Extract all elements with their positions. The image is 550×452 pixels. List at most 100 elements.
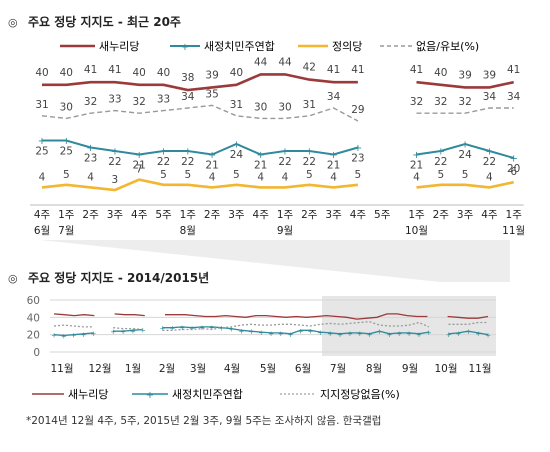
data-label-none: 34 — [507, 91, 521, 103]
data-point-npad: + — [337, 331, 343, 339]
x-tick-label: 8월 — [366, 363, 382, 375]
y-tick-label: 20 — [27, 330, 40, 342]
x-tick-label: 5주 — [374, 209, 391, 221]
x-tick-label: 3월 — [190, 363, 206, 375]
data-point-npad: + — [111, 147, 119, 158]
data-point-npad: + — [169, 325, 175, 333]
legend-label-saenuri: 새누리당 — [68, 388, 108, 401]
data-label-npad: 25 — [60, 146, 73, 158]
x-tick-label: 1주 — [408, 209, 425, 221]
data-label-saenuri: 40 — [60, 67, 73, 79]
legend-label-saenuri: 새누리당 — [99, 40, 139, 53]
data-label-justice: 5 — [355, 169, 362, 181]
x-tick-label: 3주 — [325, 209, 342, 221]
data-point-npad: + — [412, 150, 420, 161]
bottom-chart-title: 주요 정당 지지도 - 2014/2015년 — [28, 270, 209, 285]
x-tick-label: 1주 — [506, 209, 523, 221]
data-label-saenuri: 44 — [254, 56, 268, 68]
data-point-npad: + — [51, 332, 57, 340]
data-point-npad: + — [179, 324, 185, 332]
data-label-saenuri: 39 — [483, 69, 496, 81]
data-point-npad: + — [465, 328, 471, 336]
data-label-justice: 4 — [257, 171, 264, 183]
footnote: *2014년 12월 4주, 5주, 2015년 2월 3주, 9월 5주는 조… — [26, 414, 381, 427]
x-tick-label: 2주 — [301, 209, 318, 221]
data-point-npad: + — [120, 328, 126, 336]
legend-label-none: 없음/유보(%) — [416, 40, 479, 53]
series-line-saenuri — [114, 313, 145, 317]
data-point-npad: + — [268, 330, 274, 338]
x-tick-label: 12월 — [88, 363, 111, 375]
data-point-npad: + — [135, 150, 143, 161]
data-point-npad: + — [219, 325, 225, 333]
legend-label-npad: 새정치민주연합 — [172, 388, 243, 401]
data-label-justice: 4 — [209, 171, 216, 183]
data-label-none: 29 — [351, 104, 364, 116]
title-marker: ◎ — [8, 272, 18, 285]
data-label-justice: 4 — [486, 171, 493, 183]
data-label-none: 32 — [458, 96, 471, 108]
title-marker: ◎ — [8, 16, 18, 29]
data-point-npad: + — [81, 331, 87, 339]
series-line-npad — [42, 139, 359, 156]
data-point-npad: + — [238, 327, 244, 335]
data-point-npad: + — [426, 329, 432, 337]
x-month-label: 9월 — [277, 225, 293, 237]
data-label-justice: 7 — [136, 164, 143, 176]
data-point-npad: + — [130, 327, 136, 335]
series-line-npad — [448, 330, 489, 336]
data-point-npad: + — [305, 147, 313, 158]
data-point-npad: + — [386, 331, 392, 339]
data-label-justice: 4 — [87, 171, 94, 183]
x-tick-label: 2주 — [433, 209, 450, 221]
series-line-justice — [416, 180, 514, 189]
top-chart-title: 주요 정당 지지도 - 최근 20주 — [28, 14, 181, 29]
data-label-npad: 22 — [278, 156, 291, 168]
data-label-none: 31 — [303, 99, 316, 111]
legend-label-none: 지지정당없음(%) — [320, 388, 400, 401]
data-point-npad: + — [437, 147, 445, 158]
x-tick-label: 4주 — [131, 209, 148, 221]
series-line-npad — [162, 326, 429, 335]
data-label-justice: 5 — [160, 169, 167, 181]
series-line-npad — [416, 142, 514, 159]
data-label-npad: 21 — [254, 160, 267, 172]
data-point-npad: + — [232, 140, 240, 151]
data-point-npad: + — [367, 331, 373, 339]
data-label-npad: 24 — [458, 149, 472, 161]
data-point-npad: + — [209, 324, 215, 332]
data-label-none: 34 — [327, 91, 341, 103]
data-label-saenuri: 41 — [410, 64, 423, 76]
data-point-npad: + — [455, 330, 461, 338]
x-tick-label: 9월 — [402, 363, 418, 375]
data-point-npad: + — [446, 331, 452, 339]
data-point-npad: + — [91, 330, 97, 338]
series-line-none — [113, 327, 143, 331]
data-label-saenuri: 41 — [327, 64, 340, 76]
x-tick-label: 2주 — [82, 209, 99, 221]
legend-marker-npad: + — [181, 42, 189, 53]
x-tick-label: 11월 — [468, 363, 491, 375]
data-label-npad: 20 — [507, 163, 520, 175]
series-line-saenuri — [416, 80, 514, 89]
data-label-npad: 21 — [205, 160, 218, 172]
x-tick-label: 11월 — [50, 363, 73, 375]
data-label-npad: 22 — [303, 156, 316, 168]
data-point-npad: + — [38, 136, 46, 147]
data-label-saenuri: 44 — [278, 56, 292, 68]
data-label-saenuri: 40 — [35, 67, 48, 79]
data-point-npad: + — [86, 143, 94, 154]
data-label-saenuri: 38 — [181, 72, 194, 84]
x-tick-label: 7월 — [330, 363, 346, 375]
x-tick-label: 3주 — [457, 209, 474, 221]
series-line-none — [53, 324, 94, 328]
series-line-none — [448, 321, 488, 325]
data-point-npad: + — [377, 328, 383, 336]
y-tick-label: 40 — [27, 312, 40, 324]
series-line-npad — [113, 328, 143, 332]
data-point-npad: + — [278, 330, 284, 338]
data-point-npad: + — [159, 147, 167, 158]
data-label-saenuri: 40 — [133, 67, 146, 79]
data-point-npad: + — [208, 150, 216, 161]
